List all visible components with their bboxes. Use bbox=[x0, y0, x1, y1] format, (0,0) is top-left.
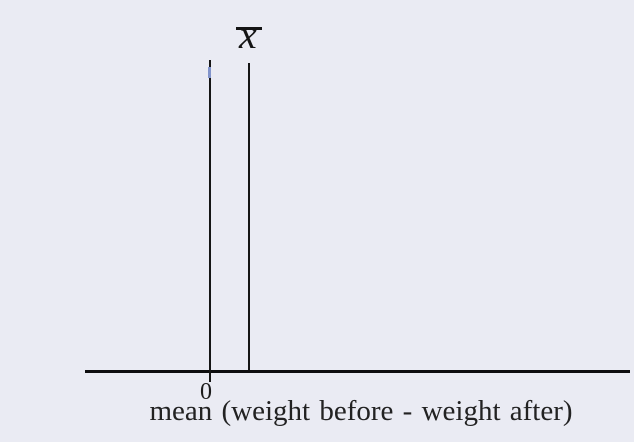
x-bar-label: x bbox=[236, 15, 262, 59]
blue-fleck-mark bbox=[208, 67, 211, 78]
x-bar-reference-line bbox=[248, 63, 250, 370]
zero-reference-line bbox=[209, 60, 211, 382]
zero-tick-label: 0 bbox=[200, 379, 212, 405]
x-axis-line bbox=[85, 370, 630, 373]
x-bar-letter: x bbox=[239, 12, 257, 57]
x-axis-caption: mean (weight before - weight after) bbox=[149, 395, 573, 427]
x-bar-overline bbox=[236, 27, 262, 30]
